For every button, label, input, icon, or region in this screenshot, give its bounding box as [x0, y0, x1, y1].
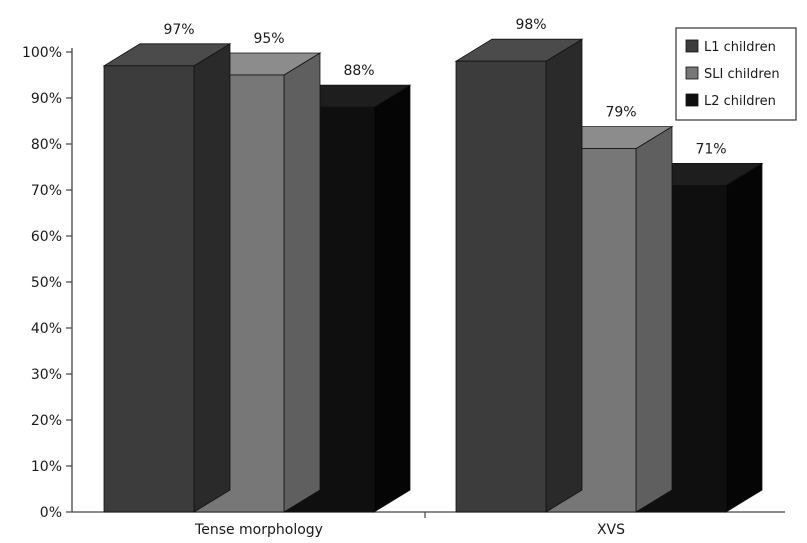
legend-label: L1 children	[704, 40, 776, 55]
y-tick-label: 60%	[31, 229, 62, 245]
data-label: 98%	[515, 17, 546, 33]
legend-label: L2 children	[704, 94, 776, 109]
legend-swatch	[685, 39, 699, 53]
bar-side	[193, 43, 231, 513]
bar-side	[283, 52, 321, 513]
data-label: 79%	[605, 105, 636, 121]
x-category-label: Tense morphology	[194, 522, 323, 538]
legend-swatch	[685, 66, 699, 80]
bar-side	[635, 125, 673, 513]
y-tick-label: 0%	[40, 505, 62, 521]
y-tick-label: 100%	[22, 45, 62, 61]
bar-side	[725, 162, 763, 513]
x-category-label: XVS	[597, 522, 625, 538]
data-label: 97%	[163, 22, 194, 38]
legend-swatch	[685, 93, 699, 107]
y-tick-label: 10%	[31, 459, 62, 475]
legend-label: SLI children	[704, 67, 780, 82]
bar-side	[373, 84, 411, 513]
bar-side	[545, 38, 583, 513]
y-tick-label: 70%	[31, 183, 62, 199]
y-tick-label: 80%	[31, 137, 62, 153]
y-tick-label: 90%	[31, 91, 62, 107]
y-tick-label: 20%	[31, 413, 62, 429]
bar	[455, 60, 547, 513]
y-tick-label: 50%	[31, 275, 62, 291]
data-label: 71%	[695, 141, 726, 157]
y-tick-label: 40%	[31, 321, 62, 337]
bar	[103, 65, 195, 513]
data-label: 88%	[343, 63, 374, 79]
data-label: 95%	[253, 31, 284, 47]
y-tick-label: 30%	[31, 367, 62, 383]
